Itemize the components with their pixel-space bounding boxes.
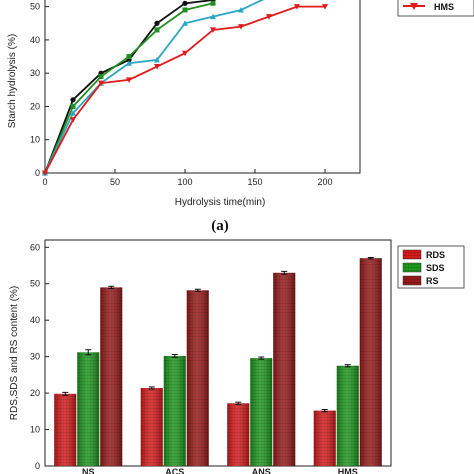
y-tick-label: 50 xyxy=(30,279,40,289)
y-tick-label: 40 xyxy=(30,315,40,325)
x-tick-label: 50 xyxy=(110,177,120,187)
y-tick-label: 10 xyxy=(30,135,40,145)
series-line-hms xyxy=(44,5,325,174)
bar-rds-shade xyxy=(54,393,77,466)
panel-label-a: (a) xyxy=(211,218,229,234)
data-point-hms xyxy=(238,24,244,30)
x-tick-label: ACS xyxy=(165,467,184,474)
line-chart-axes: 0 50 100 150 200 0 10 20 30 40 50 xyxy=(30,2,333,187)
y-tick-label: 0 xyxy=(35,168,40,178)
bar-rs-shade xyxy=(359,258,382,466)
bar-chart-panel: 0 10 20 30 40 50 60 NS ACS ANS HMS RDS,SDS and RS … xyxy=(9,239,465,474)
legend-swatch-hatch xyxy=(403,250,421,259)
legend-label-sds: SDS xyxy=(426,263,445,273)
data-point-ans xyxy=(126,60,132,66)
x-tick-label: 0 xyxy=(42,177,47,187)
bar-rs-shade xyxy=(186,290,209,466)
bar-sds-shade xyxy=(336,365,359,466)
bar-chart-plot-area xyxy=(44,239,392,467)
y-tick-label: 20 xyxy=(30,101,40,111)
data-point-hms xyxy=(322,4,328,10)
x-tick-label: NS xyxy=(82,467,95,474)
y-tick-label: 20 xyxy=(30,388,40,398)
y-tick-label: 30 xyxy=(30,352,40,362)
bar-sds-shade xyxy=(163,355,186,466)
data-point-hms xyxy=(126,77,132,83)
data-point-acs xyxy=(154,27,160,33)
bar-rs-shade xyxy=(273,272,296,466)
y-tick-label: 0 xyxy=(35,461,40,471)
bar-sds-shade xyxy=(77,352,100,466)
data-point-acs xyxy=(70,103,76,109)
y-tick-label: 60 xyxy=(30,242,40,252)
data-point-hms xyxy=(98,80,104,87)
data-point-ans xyxy=(210,13,216,20)
data-point-ns xyxy=(182,0,188,6)
line-chart-plot-area xyxy=(44,0,361,174)
data-point-ans xyxy=(238,6,244,13)
data-point-hms xyxy=(210,27,216,33)
y-tick-label: 50 xyxy=(30,2,40,12)
data-point-acs xyxy=(210,0,216,6)
data-point-ns xyxy=(154,20,160,26)
bar-sds-shade xyxy=(250,358,273,466)
legend-label-rs: RS xyxy=(426,276,439,286)
line-chart-legend: HMS xyxy=(397,0,474,17)
legend-hms-label: HMS xyxy=(434,2,454,12)
bar-rds-shade xyxy=(227,403,250,466)
data-point-hms xyxy=(294,4,300,10)
bar-chart-ylabel: RDS,SDS and RS content (%) xyxy=(9,286,20,421)
data-point-ans xyxy=(70,110,76,116)
legend-swatch-hatch xyxy=(403,276,421,285)
data-point-ans xyxy=(182,20,188,26)
y-tick-label: 10 xyxy=(30,425,40,435)
data-point-hms xyxy=(70,117,76,123)
x-tick-label: 200 xyxy=(317,177,332,187)
legend-swatch-hatch xyxy=(403,263,421,272)
line-chart-xlabel: Hydrolysis time(min) xyxy=(175,197,266,208)
line-chart-series xyxy=(42,0,328,176)
bar-chart-legend: RDS SDS RS xyxy=(397,245,465,289)
y-tick-label: 30 xyxy=(30,68,40,78)
legend-label-rds: RDS xyxy=(426,250,445,260)
x-tick-label: 150 xyxy=(247,177,262,187)
series-line-ns xyxy=(44,0,214,174)
x-tick-label: HMS xyxy=(338,467,358,474)
data-point-hms xyxy=(266,14,272,20)
bar-rds-shade xyxy=(313,410,336,466)
data-point-hms xyxy=(42,170,48,176)
series-line-acs xyxy=(44,2,214,174)
data-point-hms xyxy=(154,64,160,70)
bar-rs-shade xyxy=(100,287,123,466)
bar-rds-shade xyxy=(140,387,163,466)
bar-chart-bars xyxy=(54,256,382,466)
line-chart-panel: 0 50 100 150 200 0 10 20 30 40 50 Starch hydrolysi… xyxy=(7,0,474,234)
x-tick-label: ANS xyxy=(252,467,271,474)
data-point-acs xyxy=(126,54,132,60)
data-point-acs xyxy=(98,74,104,80)
line-chart-ylabel: Starch hydrolysis (%) xyxy=(7,34,18,128)
legend-hms-marker xyxy=(410,3,418,10)
data-point-hms xyxy=(182,50,188,57)
y-tick-label: 40 xyxy=(30,35,40,45)
data-point-acs xyxy=(182,7,188,13)
series-line-ans xyxy=(44,0,265,174)
data-point-ans xyxy=(154,56,160,63)
data-point-ns xyxy=(70,97,76,103)
x-tick-label: 100 xyxy=(177,177,192,187)
